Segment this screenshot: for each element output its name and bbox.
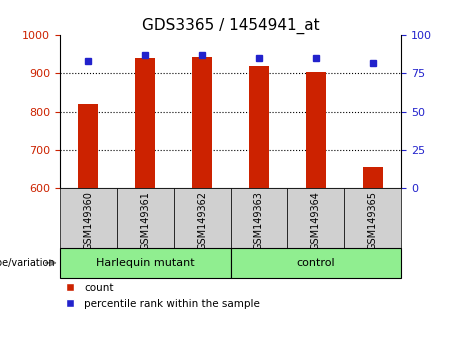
FancyBboxPatch shape	[230, 248, 401, 278]
FancyBboxPatch shape	[60, 188, 117, 248]
Text: genotype/variation: genotype/variation	[0, 258, 55, 268]
Bar	[363, 167, 383, 188]
FancyBboxPatch shape	[287, 188, 344, 248]
FancyBboxPatch shape	[174, 188, 230, 248]
Text: GSM149363: GSM149363	[254, 190, 264, 250]
Text: GSM149360: GSM149360	[83, 190, 94, 250]
Text: GSM149364: GSM149364	[311, 190, 321, 250]
Bar	[135, 58, 155, 188]
Text: GSM149361: GSM149361	[140, 190, 150, 250]
Text: control: control	[296, 258, 335, 268]
Bar	[192, 57, 212, 188]
Text: Harlequin mutant: Harlequin mutant	[96, 258, 195, 268]
Text: GSM149362: GSM149362	[197, 190, 207, 250]
FancyBboxPatch shape	[117, 188, 174, 248]
FancyBboxPatch shape	[344, 188, 401, 248]
Bar	[306, 72, 326, 188]
FancyBboxPatch shape	[230, 188, 287, 248]
Title: GDS3365 / 1454941_at: GDS3365 / 1454941_at	[142, 18, 319, 34]
Bar	[78, 104, 98, 188]
Text: GSM149365: GSM149365	[367, 190, 378, 250]
FancyBboxPatch shape	[60, 248, 230, 278]
Bar	[249, 66, 269, 188]
Legend: count, percentile rank within the sample: count, percentile rank within the sample	[65, 283, 260, 309]
